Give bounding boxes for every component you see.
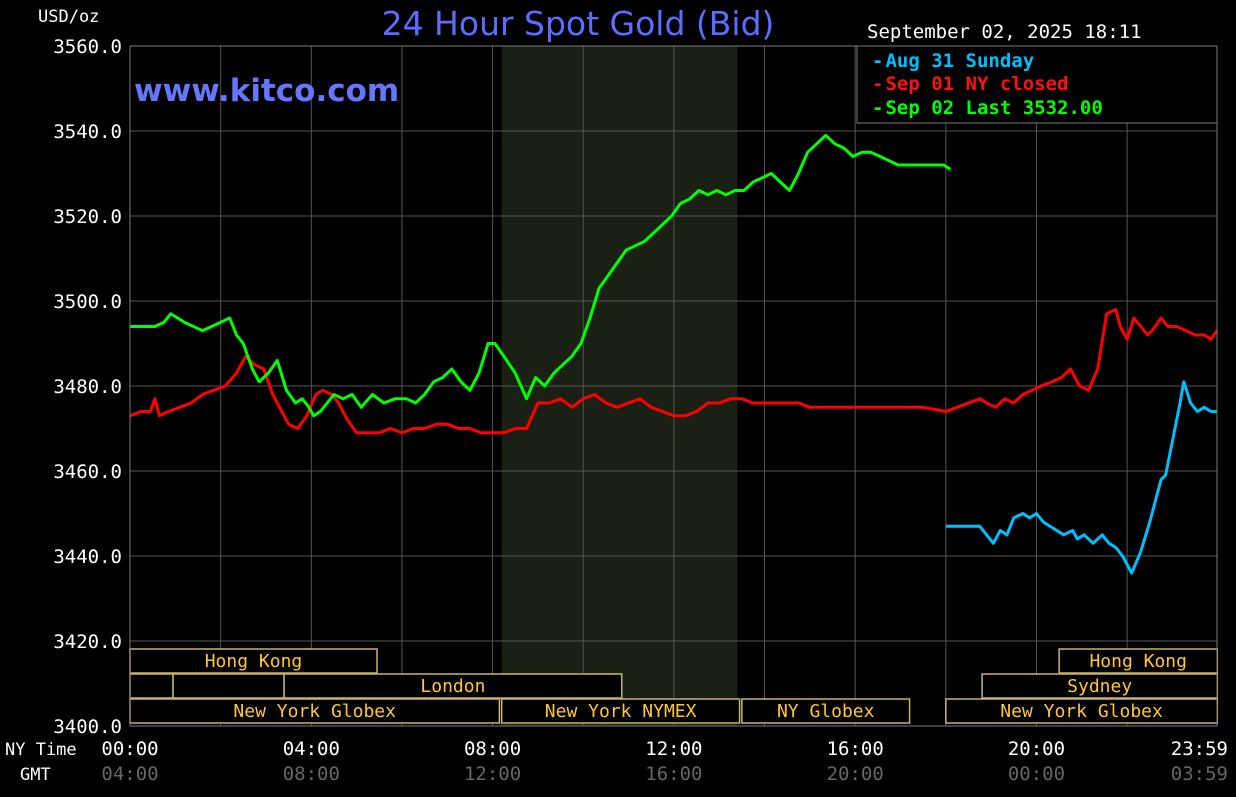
session-bar-box (500, 698, 741, 724)
x-tick-label-gmt: 04:00 (101, 763, 158, 785)
session-bar-box (981, 673, 1219, 699)
y-axis-ticks: 3560.0 3540.0 3520.0 3500.0 3480.0 3460.0 3440… (53, 36, 122, 738)
session-bar: Sydney (981, 673, 1219, 699)
units-label: USD/oz (38, 7, 99, 27)
session-bar-label: NY Globex (777, 701, 875, 722)
session-bar: Hong Kong (1058, 648, 1219, 674)
chart-title: 24 Hour Spot Gold (Bid) (382, 4, 775, 43)
session-bar-box (283, 673, 623, 699)
x-tick-label-ny: 08:00 (464, 738, 521, 760)
watermark-url: www.kitco.com (134, 73, 399, 109)
session-bar-label: New York Globex (1000, 701, 1163, 722)
x-tick-label-ny: 16:00 (827, 738, 884, 760)
ny-time-label: NY Time (5, 740, 77, 760)
session-bar-box (172, 673, 285, 699)
session-bar-label: Hong Kong (1089, 651, 1187, 672)
timestamp: September 02, 2025 18:11 (867, 21, 1142, 43)
x-tick-label-gmt: 20:00 (827, 763, 884, 785)
session-bar-label: Hong Kong (205, 651, 303, 672)
y-tick-label: 3500.0 (53, 291, 122, 313)
x-tick-label-gmt: 12:00 (464, 763, 521, 785)
market-session-bars: Hong Kong Hong Kong London Sydney New York G… (129, 648, 1219, 724)
y-tick-label: 3420.0 (53, 631, 122, 653)
session-bar: New York Globex (945, 698, 1219, 724)
x-tick-label-ny: 04:00 (283, 738, 340, 760)
series-sep-02 (130, 133, 952, 418)
session-bar-label: New York NYMEX (545, 701, 697, 722)
legend: - Aug 31 Sunday - Sep 01 NY closed - Sep 02… (856, 45, 1218, 124)
grid-lines (129, 45, 1217, 727)
series-sep-01 (129, 308, 1219, 435)
session-bar: Hong Kong (129, 648, 378, 674)
y-tick-label: 3560.0 (53, 36, 122, 58)
session-bar: New York NYMEX (500, 698, 741, 724)
x-tick-label-gmt: 03:59 (1171, 763, 1228, 785)
plot-frame (129, 45, 1218, 727)
session-bar: London (283, 673, 623, 699)
session-bar: New York Globex (129, 698, 501, 724)
gmt-label: GMT (20, 765, 51, 785)
x-tick-label-ny: 20:00 (1008, 738, 1065, 760)
legend-item-tuesday: - Sep 02 Last 3532.00 (872, 97, 1103, 119)
session-bar-label: Sydney (1067, 676, 1132, 697)
y-tick-label: 3540.0 (53, 121, 122, 143)
x-tick-label-ny: 12:00 (645, 738, 702, 760)
x-tick-label-gmt: 08:00 (283, 763, 340, 785)
session-bar: NY Globex (741, 698, 911, 724)
legend-item-monday: - Sep 01 NY closed (872, 73, 1068, 95)
x-tick-label-ny: 00:00 (101, 738, 158, 760)
y-tick-label: 3520.0 (53, 206, 122, 228)
series-layer (129, 133, 1219, 575)
legend-box (856, 45, 1218, 124)
legend-item-sunday: - Aug 31 Sunday (872, 50, 1034, 72)
session-bar-label: New York Globex (233, 701, 396, 722)
series-aug-31 (945, 380, 1217, 575)
x-tick-label-ny: 23:59 (1171, 738, 1228, 760)
y-tick-label: 3480.0 (53, 376, 122, 398)
session-bar-box (945, 698, 1219, 724)
session-bar (129, 673, 174, 699)
session-bar-label: London (420, 676, 485, 697)
session-bar (172, 673, 285, 699)
y-tick-label: 3460.0 (53, 461, 122, 483)
x-tick-label-gmt: 00:00 (1008, 763, 1065, 785)
session-bar-box (129, 698, 501, 724)
x-axis-ticks: 00:00 04:00 04:00 08:00 08:00 12:00 12:00 16:00… (101, 738, 1228, 785)
y-tick-label: 3400.0 (53, 716, 122, 738)
x-tick-label-gmt: 16:00 (645, 763, 702, 785)
session-bar-box (741, 698, 911, 724)
session-bar-box (129, 673, 174, 699)
y-tick-label: 3440.0 (53, 546, 122, 568)
